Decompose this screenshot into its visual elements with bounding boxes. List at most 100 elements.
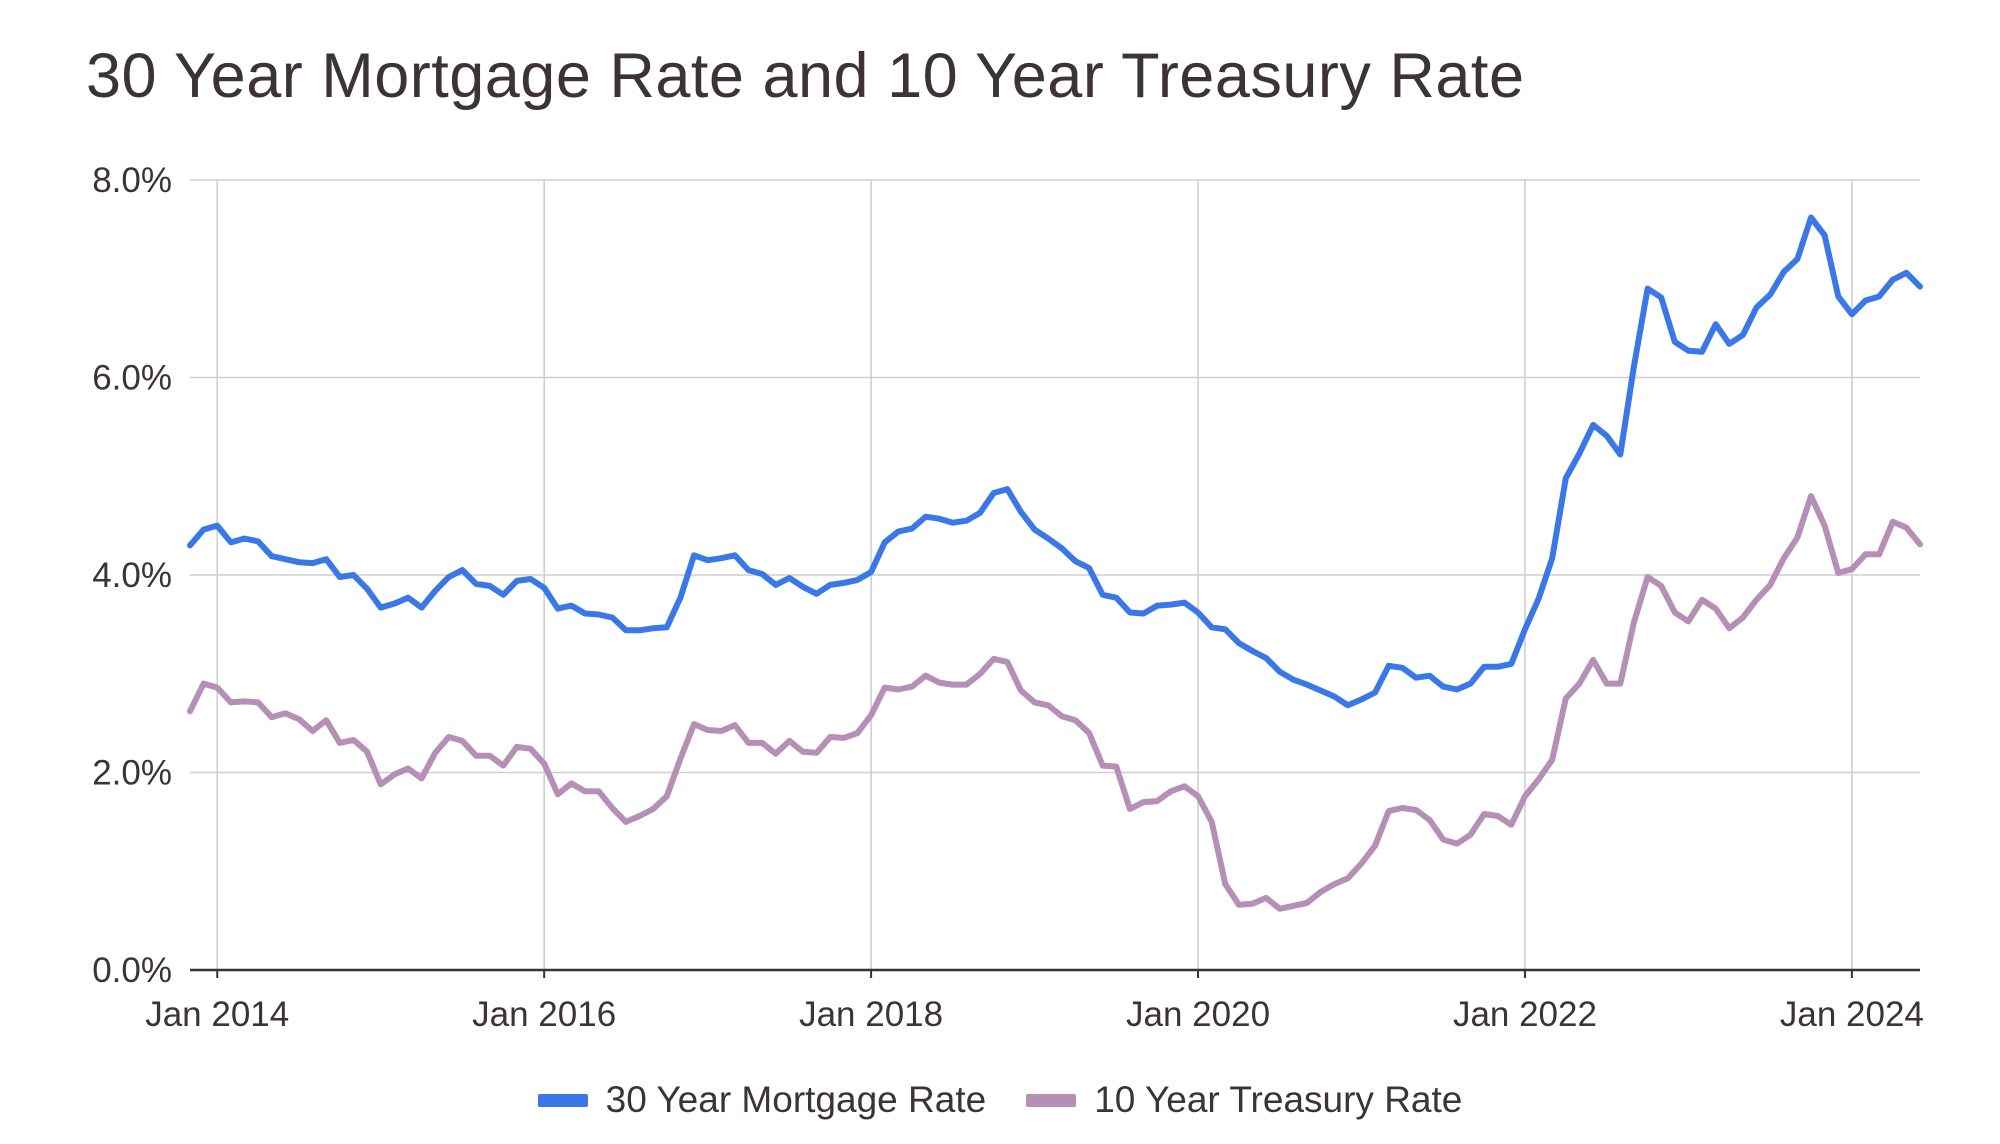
- data-point-mortgage: [187, 542, 193, 549]
- data-point-mortgage: [664, 624, 670, 630]
- data-point-mortgage: [500, 592, 506, 598]
- data-point-treasury: [1713, 606, 1719, 612]
- data-point-treasury: [568, 780, 575, 787]
- data-point-treasury: [1386, 808, 1392, 814]
- data-point-mortgage: [323, 556, 329, 562]
- data-point-treasury: [1113, 764, 1119, 770]
- data-point-treasury: [1072, 717, 1078, 723]
- data-point-mortgage: [1576, 450, 1582, 457]
- x-tick-label: Jan 2016: [472, 995, 616, 1034]
- data-point-mortgage: [1495, 664, 1501, 670]
- data-point-treasury: [282, 710, 288, 716]
- data-point-mortgage: [487, 583, 493, 589]
- data-point-treasury: [1672, 609, 1678, 616]
- data-point-mortgage: [745, 567, 752, 573]
- data-point-treasury: [1794, 534, 1800, 541]
- data-point-mortgage: [282, 556, 288, 562]
- data-point-treasury: [1318, 889, 1324, 895]
- y-tick-label: 8.0%: [92, 161, 172, 200]
- data-point-mortgage: [1590, 422, 1596, 428]
- data-point-treasury: [296, 716, 302, 722]
- data-point-mortgage: [1835, 293, 1841, 300]
- data-point-mortgage: [909, 526, 915, 532]
- data-point-treasury: [1862, 551, 1869, 557]
- data-point-treasury: [745, 740, 752, 746]
- data-point-mortgage: [636, 627, 643, 633]
- data-point-treasury: [187, 708, 193, 714]
- y-axis-ticks: 0.0% 2.0% 4.0% 6.0% 8.0%: [92, 161, 172, 990]
- data-point-mortgage: [419, 605, 425, 611]
- x-axis-ticks: Jan 2014 Jan 2016 Jan 2018 Jan 2020 Jan 2022…: [145, 995, 1924, 1034]
- x-tick-label: Jan 2024: [1780, 995, 1924, 1034]
- legend-label-treasury: 10 Year Treasury Rate: [1094, 1079, 1463, 1120]
- data-point-mortgage: [528, 576, 534, 582]
- data-point-mortgage: [1753, 304, 1760, 310]
- data-point-mortgage: [1685, 348, 1691, 354]
- data-point-mortgage: [1617, 451, 1623, 458]
- data-point-mortgage: [1127, 609, 1133, 616]
- data-point-mortgage: [1890, 277, 1896, 283]
- data-point-treasury: [1576, 681, 1582, 687]
- data-point-mortgage: [1903, 270, 1909, 276]
- data-point-mortgage: [1467, 681, 1474, 687]
- data-point-mortgage: [923, 514, 929, 520]
- data-point-treasury: [609, 805, 615, 811]
- data-point-mortgage: [1427, 673, 1433, 679]
- data-point-treasury: [228, 699, 234, 706]
- data-point-mortgage: [337, 574, 343, 580]
- data-point-mortgage: [1222, 626, 1228, 632]
- data-point-mortgage: [1794, 256, 1800, 262]
- data-point-treasury: [1399, 805, 1405, 811]
- data-point-treasury: [854, 730, 861, 736]
- data-point-mortgage: [1508, 661, 1514, 667]
- data-point-mortgage: [1713, 321, 1719, 327]
- data-point-mortgage: [1209, 624, 1215, 630]
- data-point-mortgage: [1604, 433, 1610, 439]
- data-point-mortgage: [514, 578, 520, 584]
- legend: 30 Year Mortgage Rate 10 Year Treasury R…: [0, 1075, 2000, 1125]
- data-point-mortgage: [1522, 626, 1528, 632]
- y-tick-label: 6.0%: [92, 359, 172, 398]
- data-point-mortgage: [1004, 486, 1010, 492]
- data-point-treasury: [923, 673, 929, 679]
- legend-label-mortgage: 30 Year Mortgage Rate: [605, 1079, 987, 1120]
- data-point-mortgage: [350, 572, 357, 578]
- data-point-treasury: [473, 753, 479, 759]
- data-point-treasury: [1522, 793, 1528, 799]
- data-point-mortgage: [1195, 609, 1201, 616]
- data-point-treasury: [1631, 619, 1637, 626]
- data-point-treasury: [1495, 813, 1501, 819]
- data-point-mortgage: [1645, 286, 1651, 292]
- data-point-treasury: [814, 750, 820, 756]
- data-point-mortgage: [1399, 665, 1405, 671]
- data-point-mortgage: [1072, 558, 1078, 564]
- data-point-treasury: [323, 717, 329, 723]
- data-point-mortgage: [623, 627, 629, 633]
- data-point-treasury: [1604, 681, 1610, 687]
- data-point-treasury: [868, 712, 874, 718]
- data-point-mortgage: [1536, 596, 1542, 602]
- data-point-mortgage: [895, 528, 901, 535]
- data-point-mortgage: [1168, 602, 1174, 608]
- data-point-mortgage: [1413, 675, 1419, 681]
- y-tick-label: 0.0%: [92, 951, 172, 990]
- data-point-mortgage: [650, 625, 656, 631]
- data-point-mortgage: [1318, 687, 1324, 694]
- data-point-mortgage: [800, 584, 806, 590]
- legend-item-mortgage[interactable]: 30 Year Mortgage Rate: [537, 1079, 987, 1121]
- series-lines: [187, 214, 1923, 912]
- data-point-treasury: [1304, 900, 1310, 906]
- data-point-treasury: [1236, 902, 1242, 908]
- data-point-treasury: [977, 671, 983, 677]
- chart-title: 30 Year Mortgage Rate and 10 Year Treasu…: [86, 41, 1525, 111]
- data-point-treasury: [827, 734, 833, 740]
- data-point-mortgage: [1386, 663, 1392, 669]
- data-point-treasury: [1427, 817, 1433, 823]
- data-point-treasury: [241, 698, 248, 705]
- legend-swatch-treasury: [1026, 1093, 1077, 1107]
- data-point-treasury: [432, 750, 438, 756]
- legend-item-treasury[interactable]: 10 Year Treasury Rate: [1026, 1079, 1462, 1121]
- data-point-treasury: [1549, 757, 1555, 763]
- data-point-mortgage: [1181, 600, 1187, 606]
- data-point-treasury: [1277, 906, 1283, 912]
